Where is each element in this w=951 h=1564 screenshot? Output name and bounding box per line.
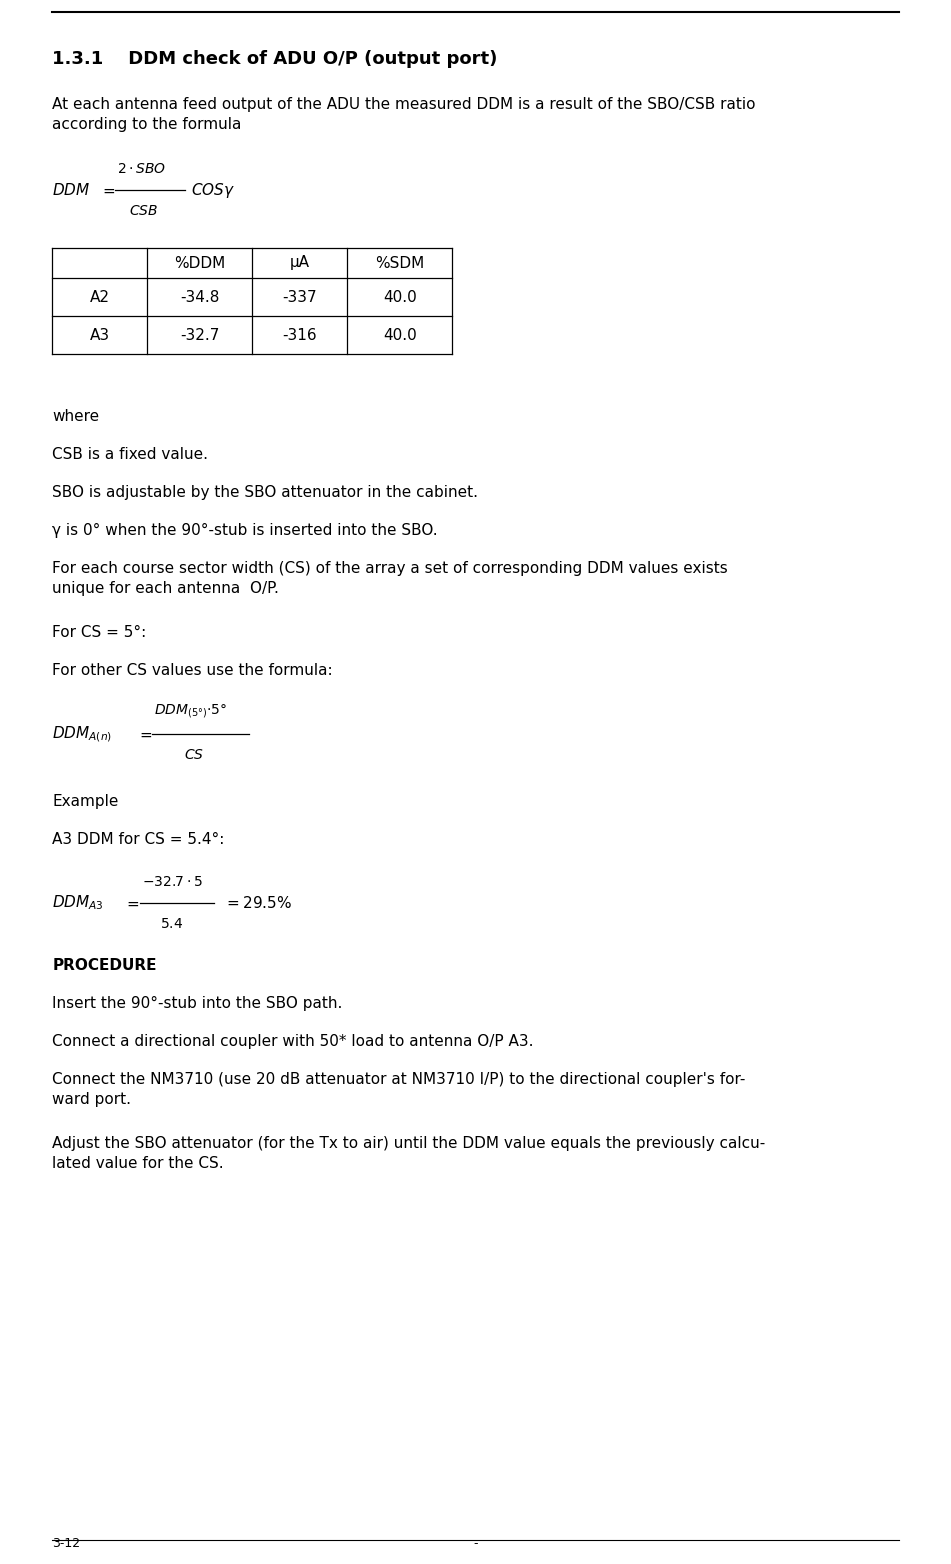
Text: SBO is adjustable by the SBO attenuator in the cabinet.: SBO is adjustable by the SBO attenuator … <box>52 485 478 500</box>
Text: A2: A2 <box>89 289 109 305</box>
Text: -: - <box>474 1537 477 1550</box>
Text: $= 29.5\%$: $= 29.5\%$ <box>224 895 293 910</box>
Text: -32.7: -32.7 <box>180 327 220 343</box>
Text: $\mathit{DDM}_{(5°)}\mathit{\cdot 5°}$: $\mathit{DDM}_{(5°)}\mathit{\cdot 5°}$ <box>154 702 227 719</box>
Text: $=$: $=$ <box>125 896 141 910</box>
Text: $\mathit{2 \cdot SBO}$: $\mathit{2 \cdot SBO}$ <box>117 163 166 177</box>
Text: $\mathit{CSB}$: $\mathit{CSB}$ <box>129 203 159 217</box>
Text: %DDM: %DDM <box>174 255 225 271</box>
Text: A3: A3 <box>89 327 110 343</box>
Text: For each course sector width (CS) of the array a set of corresponding DDM values: For each course sector width (CS) of the… <box>52 561 728 596</box>
Text: PROCEDURE: PROCEDURE <box>52 959 157 973</box>
Text: γ is 0° when the 90°-stub is inserted into the SBO.: γ is 0° when the 90°-stub is inserted in… <box>52 522 437 538</box>
Text: 40.0: 40.0 <box>383 327 417 343</box>
Text: $\mathit{CS}$: $\mathit{CS}$ <box>184 748 204 762</box>
Text: At each antenna feed output of the ADU the measured DDM is a result of the SBO/C: At each antenna feed output of the ADU t… <box>52 97 756 133</box>
Text: 1.3.1    DDM check of ADU O/P (output port): 1.3.1 DDM check of ADU O/P (output port) <box>52 50 497 67</box>
Text: CSB is a fixed value.: CSB is a fixed value. <box>52 447 208 461</box>
Text: $5.4$: $5.4$ <box>161 917 184 931</box>
Text: $\mathit{COS\gamma}$: $\mathit{COS\gamma}$ <box>191 180 235 200</box>
Text: -337: -337 <box>282 289 317 305</box>
Text: 3-12: 3-12 <box>52 1537 81 1550</box>
Text: μA: μA <box>290 255 310 271</box>
Text: 40.0: 40.0 <box>383 289 417 305</box>
Text: $\mathit{DDM}$: $\mathit{DDM}$ <box>52 181 90 199</box>
Text: For other CS values use the formula:: For other CS values use the formula: <box>52 663 333 679</box>
Text: $\mathit{DDM}_{A3}$: $\mathit{DDM}_{A3}$ <box>52 893 104 912</box>
Text: -316: -316 <box>282 327 317 343</box>
Text: Adjust the SBO attenuator (for the Tx to air) until the DDM value equals the pre: Adjust the SBO attenuator (for the Tx to… <box>52 1135 766 1171</box>
Text: where: where <box>52 410 100 424</box>
Text: Insert the 90°-stub into the SBO path.: Insert the 90°-stub into the SBO path. <box>52 996 342 1010</box>
Text: $=$: $=$ <box>137 727 153 741</box>
Text: Example: Example <box>52 795 119 809</box>
Text: -34.8: -34.8 <box>180 289 220 305</box>
Text: Connect a directional coupler with 50* load to antenna O/P A3.: Connect a directional coupler with 50* l… <box>52 1034 534 1049</box>
Text: %SDM: %SDM <box>376 255 424 271</box>
Text: $-32.7\cdot 5$: $-32.7\cdot 5$ <box>143 874 204 888</box>
Text: $\mathit{DDM}_{A(n)}$: $\mathit{DDM}_{A(n)}$ <box>52 724 112 744</box>
Text: A3 DDM for CS = 5.4°:: A3 DDM for CS = 5.4°: <box>52 832 224 848</box>
Text: Connect the NM3710 (use 20 dB attenuator at NM3710 I/P) to the directional coupl: Connect the NM3710 (use 20 dB attenuator… <box>52 1071 746 1107</box>
Text: $=$: $=$ <box>100 183 116 197</box>
Text: For CS = 5°:: For CS = 5°: <box>52 626 146 640</box>
